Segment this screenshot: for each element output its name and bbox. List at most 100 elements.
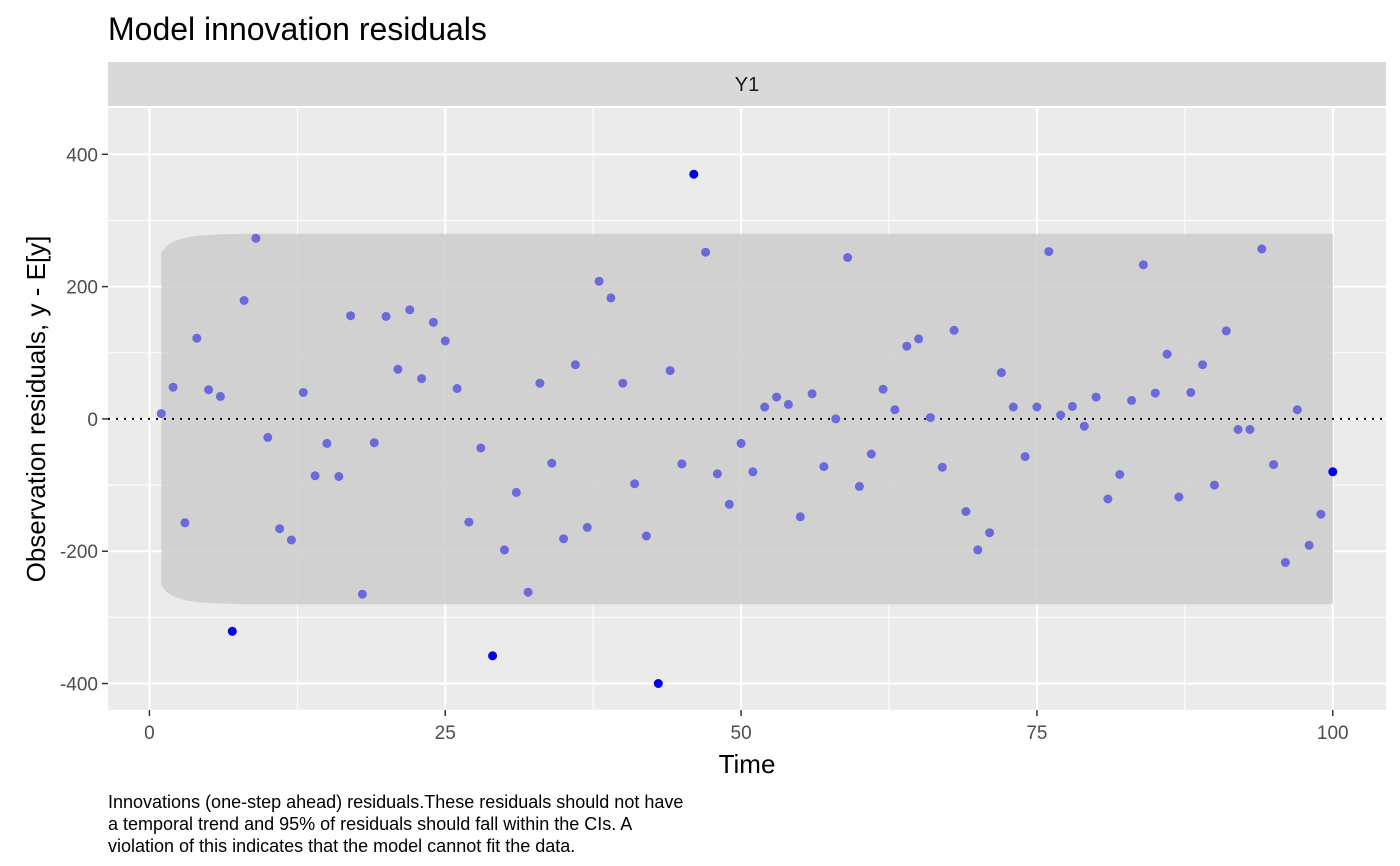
residual-point — [1269, 460, 1279, 470]
chart-title: Model innovation residuals — [108, 11, 487, 47]
residual-point — [937, 462, 947, 472]
residual-point — [1174, 492, 1184, 502]
residual-point — [393, 364, 403, 374]
residual-point — [1032, 402, 1042, 412]
residual-point — [985, 528, 995, 538]
residual-point — [594, 276, 604, 286]
residual-point — [322, 438, 332, 448]
residual-point — [428, 317, 438, 327]
residual-point — [1150, 388, 1160, 398]
residual-point — [357, 589, 367, 599]
residual-point — [251, 233, 261, 243]
residual-point — [772, 392, 782, 402]
residual-point — [192, 333, 202, 343]
residual-point-outside-ci — [653, 679, 663, 688]
chart-caption: Innovations (one-step ahead) residuals.T… — [108, 792, 683, 856]
residual-point — [1079, 421, 1089, 431]
residual-point — [523, 587, 533, 597]
residual-point — [499, 545, 509, 555]
residual-point — [630, 479, 640, 489]
residual-point — [582, 522, 592, 532]
residual-point — [866, 449, 876, 459]
residual-point — [547, 458, 557, 468]
y-tick-label: 0 — [87, 410, 98, 431]
residual-point — [156, 409, 166, 419]
residual-point — [286, 535, 296, 545]
residual-point — [618, 378, 628, 388]
residual-point — [1221, 326, 1231, 336]
residual-point — [1115, 470, 1125, 479]
residual-point — [1091, 392, 1101, 402]
residual-point — [559, 534, 569, 544]
x-axis-title: Time — [719, 749, 776, 779]
residual-point — [440, 336, 450, 346]
caption-line: Innovations (one-step ahead) residuals.T… — [108, 792, 683, 812]
residual-point — [369, 438, 379, 448]
residual-point — [902, 341, 912, 351]
x-tick-label: 75 — [1026, 723, 1047, 744]
residual-point — [405, 305, 415, 315]
residual-point — [724, 499, 734, 509]
residual-point — [1186, 388, 1196, 397]
y-tick-label: 200 — [66, 278, 98, 299]
residual-point — [381, 311, 391, 321]
residual-point — [831, 414, 841, 424]
residual-point — [736, 438, 746, 448]
caption-line: violation of this indicates that the mod… — [108, 836, 575, 856]
x-tick-label: 50 — [731, 723, 752, 744]
residual-point — [795, 512, 805, 522]
residual-point — [1162, 349, 1172, 359]
residual-point — [760, 402, 770, 412]
y-axis: -400 -200 0 200 400 — [60, 145, 108, 696]
residual-point — [334, 472, 344, 481]
residual-point-outside-ci — [488, 651, 498, 661]
residual-point — [914, 334, 924, 344]
residual-point — [1067, 401, 1077, 411]
residual-point — [239, 296, 249, 305]
residual-point — [606, 293, 616, 303]
residual-point — [310, 471, 320, 481]
residual-point — [1257, 244, 1267, 254]
y-tick-label: -200 — [60, 542, 98, 563]
residual-point — [1292, 405, 1302, 415]
residual-point — [204, 385, 214, 395]
residual-point — [1127, 395, 1137, 405]
residual-point — [1056, 410, 1066, 420]
residual-point — [925, 413, 935, 423]
residual-point — [570, 360, 580, 370]
residual-point — [890, 405, 900, 415]
residual-point — [783, 399, 793, 409]
y-tick-label: 400 — [66, 145, 98, 166]
residual-point — [641, 531, 651, 541]
residual-point — [819, 462, 829, 472]
residual-point — [854, 481, 864, 491]
residual-point — [180, 518, 190, 528]
facet-label: Y1 — [735, 74, 759, 96]
residual-point — [1020, 452, 1030, 462]
residual-point — [464, 517, 474, 527]
residual-point — [949, 325, 959, 335]
residual-point — [712, 469, 722, 479]
residual-point — [452, 384, 462, 393]
residual-point — [843, 253, 853, 262]
residual-points — [156, 169, 1338, 688]
confidence-band — [161, 233, 1333, 605]
residual-point — [1103, 494, 1113, 504]
x-tick-label: 25 — [435, 723, 456, 744]
residual-point — [677, 459, 687, 469]
residual-point — [1198, 360, 1208, 370]
residual-point — [511, 487, 521, 497]
residual-point — [1044, 247, 1054, 257]
x-tick-label: 0 — [144, 723, 155, 744]
residual-point — [275, 524, 285, 534]
residual-point — [1233, 425, 1243, 434]
residual-point — [878, 384, 888, 394]
residual-point — [298, 388, 308, 397]
residual-point — [1008, 402, 1018, 412]
residual-point — [961, 507, 971, 516]
residual-point — [215, 391, 225, 401]
residual-point — [1245, 425, 1255, 434]
residual-point — [346, 311, 356, 321]
residual-point-outside-ci — [227, 626, 237, 636]
